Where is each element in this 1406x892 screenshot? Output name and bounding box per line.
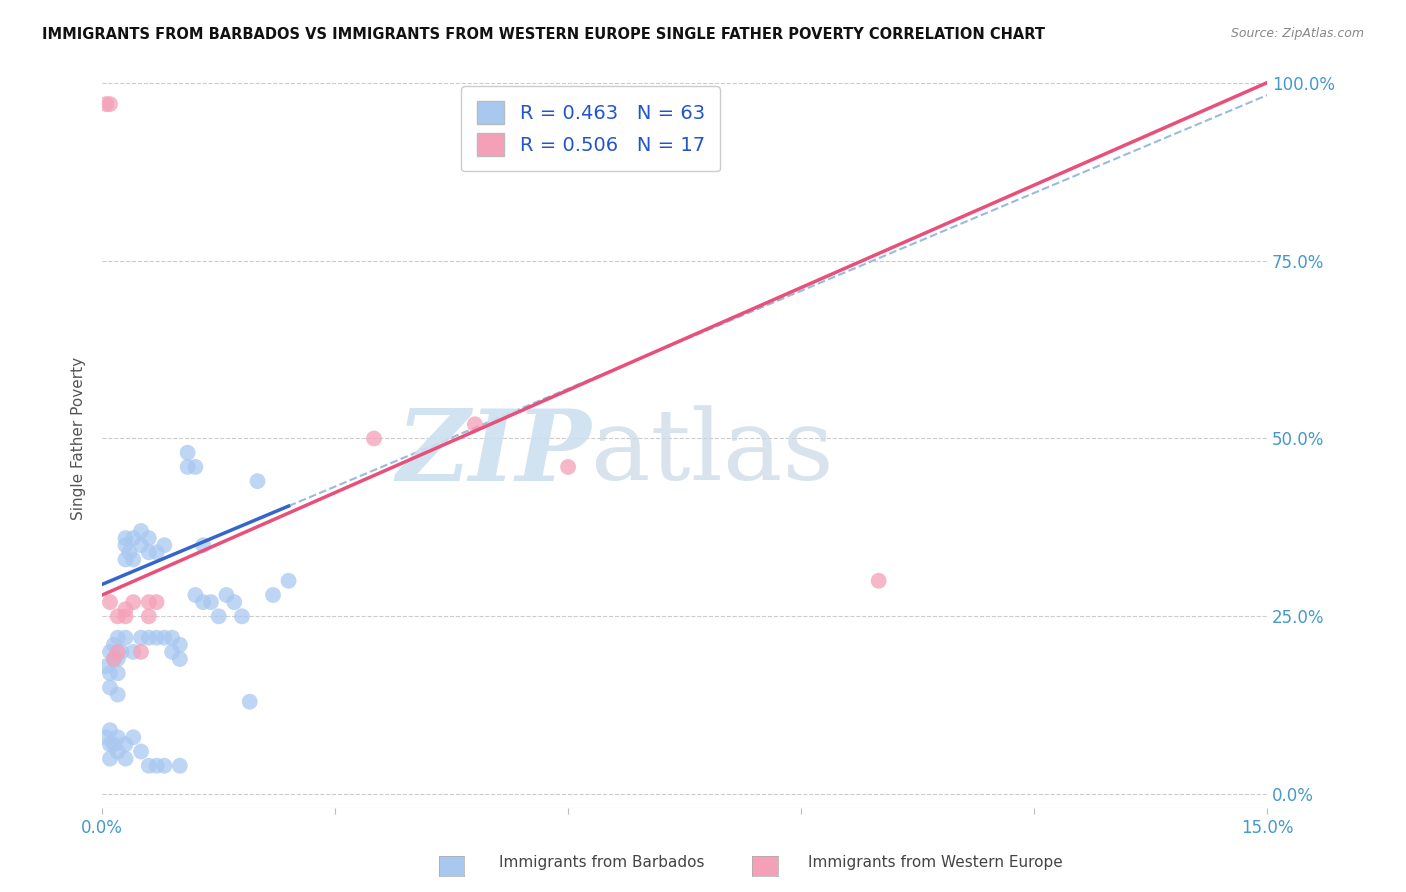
- Point: [184, 459, 207, 474]
- Text: Immigrants from Western Europe: Immigrants from Western Europe: [808, 855, 1063, 870]
- Point: [239, 695, 262, 709]
- Point: [94, 731, 117, 745]
- Point: [103, 638, 125, 652]
- Point: [145, 758, 167, 772]
- Point: [103, 652, 125, 666]
- Point: [129, 645, 152, 659]
- Point: [138, 531, 160, 545]
- Legend: R = 0.463   N = 63, R = 0.506   N = 17: R = 0.463 N = 63, R = 0.506 N = 17: [461, 86, 720, 171]
- Point: [98, 595, 121, 609]
- Text: IMMIGRANTS FROM BARBADOS VS IMMIGRANTS FROM WESTERN EUROPE SINGLE FATHER POVERTY: IMMIGRANTS FROM BARBADOS VS IMMIGRANTS F…: [42, 27, 1045, 42]
- Point: [98, 645, 121, 659]
- Text: atlas: atlas: [592, 405, 834, 501]
- Point: [208, 609, 231, 624]
- Point: [557, 459, 579, 474]
- Point: [145, 631, 167, 645]
- Point: [169, 638, 191, 652]
- Point: [114, 609, 136, 624]
- Point: [111, 645, 134, 659]
- Point: [107, 745, 129, 759]
- Point: [98, 97, 121, 112]
- Point: [107, 645, 129, 659]
- Point: [98, 738, 121, 752]
- Text: Immigrants from Barbados: Immigrants from Barbados: [499, 855, 704, 870]
- Point: [98, 666, 121, 681]
- Point: [114, 538, 136, 552]
- Y-axis label: Single Father Poverty: Single Father Poverty: [72, 357, 86, 520]
- Point: [122, 645, 145, 659]
- Point: [145, 595, 167, 609]
- Point: [153, 631, 176, 645]
- Point: [129, 631, 152, 645]
- Point: [191, 595, 214, 609]
- Point: [107, 652, 129, 666]
- Point: [122, 731, 145, 745]
- Point: [114, 631, 136, 645]
- Point: [107, 731, 129, 745]
- Point: [94, 659, 117, 673]
- Point: [129, 524, 152, 538]
- Point: [160, 645, 183, 659]
- Point: [277, 574, 299, 588]
- Point: [868, 574, 890, 588]
- Point: [153, 758, 176, 772]
- Point: [129, 538, 152, 552]
- Point: [107, 609, 129, 624]
- Point: [138, 595, 160, 609]
- Point: [246, 474, 269, 488]
- Point: [98, 723, 121, 738]
- Point: [363, 432, 385, 446]
- Point: [231, 609, 253, 624]
- Point: [138, 609, 160, 624]
- Point: [98, 751, 121, 765]
- Point: [138, 631, 160, 645]
- Point: [138, 758, 160, 772]
- Point: [464, 417, 486, 432]
- Point: [176, 459, 198, 474]
- Point: [118, 545, 141, 559]
- Point: [114, 751, 136, 765]
- Point: [200, 595, 222, 609]
- Point: [169, 652, 191, 666]
- Point: [94, 97, 117, 112]
- Point: [103, 652, 125, 666]
- Point: [224, 595, 246, 609]
- Point: [122, 531, 145, 545]
- Text: ZIP: ZIP: [396, 405, 592, 501]
- Point: [107, 666, 129, 681]
- Point: [160, 631, 183, 645]
- Point: [114, 552, 136, 566]
- Point: [191, 538, 214, 552]
- Point: [114, 602, 136, 616]
- Point: [107, 631, 129, 645]
- Point: [138, 545, 160, 559]
- Point: [153, 538, 176, 552]
- Point: [176, 446, 198, 460]
- Point: [262, 588, 284, 602]
- Point: [98, 681, 121, 695]
- Point: [107, 688, 129, 702]
- Point: [114, 738, 136, 752]
- Text: Source: ZipAtlas.com: Source: ZipAtlas.com: [1230, 27, 1364, 40]
- Point: [114, 531, 136, 545]
- Point: [184, 588, 207, 602]
- Point: [122, 595, 145, 609]
- Point: [145, 545, 167, 559]
- Point: [122, 552, 145, 566]
- Point: [103, 738, 125, 752]
- Point: [215, 588, 238, 602]
- Point: [129, 745, 152, 759]
- Point: [169, 758, 191, 772]
